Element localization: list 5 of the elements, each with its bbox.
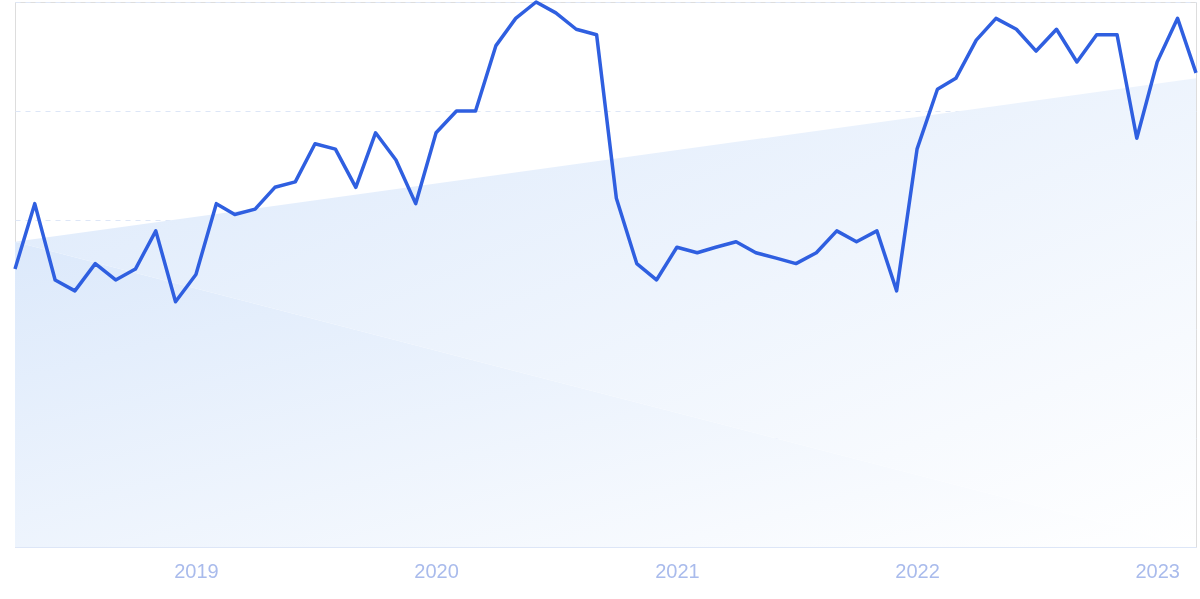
x-tick-label: 2020 (414, 559, 459, 582)
x-tick-label: 2023 (1135, 559, 1180, 582)
x-tick-label: 2019 (174, 559, 219, 582)
x-tick-label: 2022 (895, 559, 940, 582)
x-tick-label: 2021 (655, 559, 700, 582)
